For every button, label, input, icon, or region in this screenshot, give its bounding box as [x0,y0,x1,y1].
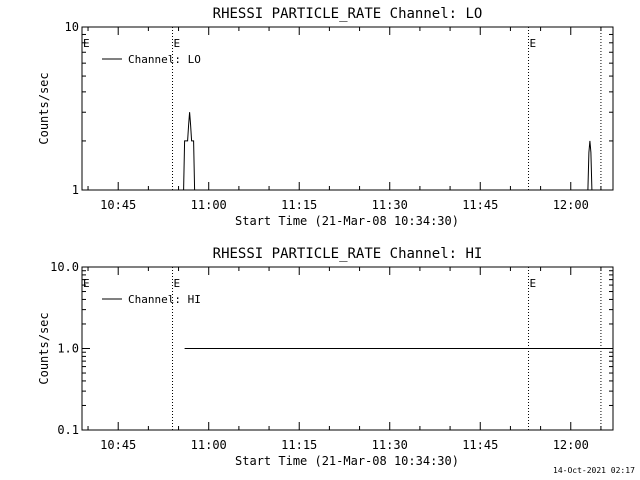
footer-timestamp: 14-Oct-2021 02:17 [553,466,635,475]
panel1-y-tick-label: 10 [65,20,79,34]
panel1-series-line [183,112,196,191]
panel2-xlabel: Start Time (21-Mar-08 10:34:30) [235,454,459,468]
panel2-y-tick-label: 0.1 [57,423,79,437]
panel1-y-tick-label: 1 [72,183,79,197]
panel1-legend-label: Channel: LO [128,53,201,66]
panel2-x-tick-label: 11:30 [372,438,408,452]
panel2-legend-label: Channel: HI [128,293,201,306]
panel2-event-marker-label: E [530,277,537,290]
panel1-plot-frame [81,26,614,191]
panel1-x-tick-label: 11:30 [372,198,408,212]
panel1-event-marker-label: E [530,37,537,50]
panel2-edge-marker-label: E [83,277,90,290]
panel1-x-tick-label: 10:45 [100,198,136,212]
panel1-event-marker-label: E [174,37,181,50]
panel2-x-tick-label: 11:15 [281,438,317,452]
panel2-y-tick-label: 10.0 [50,260,79,274]
panel1-ylabel: Counts/sec [37,72,51,144]
panel1-x-tick-label: 11:00 [191,198,227,212]
panel2-x-tick-label: 12:00 [553,438,589,452]
panel2-x-tick-label: 11:45 [462,438,498,452]
panel2-event-marker-label: E [174,277,181,290]
panel1-title: RHESSI PARTICLE_RATE Channel: LO [213,6,483,22]
panel1-x-tick-label: 11:45 [462,198,498,212]
panel2-x-tick-label: 10:45 [100,438,136,452]
panel2-ylabel: Counts/sec [37,312,51,384]
panel1-edge-marker-label: E [83,37,90,50]
panel1-xlabel: Start Time (21-Mar-08 10:34:30) [235,214,459,228]
panel1-x-tick-label: 12:00 [553,198,589,212]
panel2-title: RHESSI PARTICLE_RATE Channel: HI [213,246,483,262]
panel1-series-line [587,140,593,191]
panel1-x-tick-label: 11:15 [281,198,317,212]
panel2-y-tick-label: 1.0 [57,342,79,356]
panel2-x-tick-label: 11:00 [191,438,227,452]
